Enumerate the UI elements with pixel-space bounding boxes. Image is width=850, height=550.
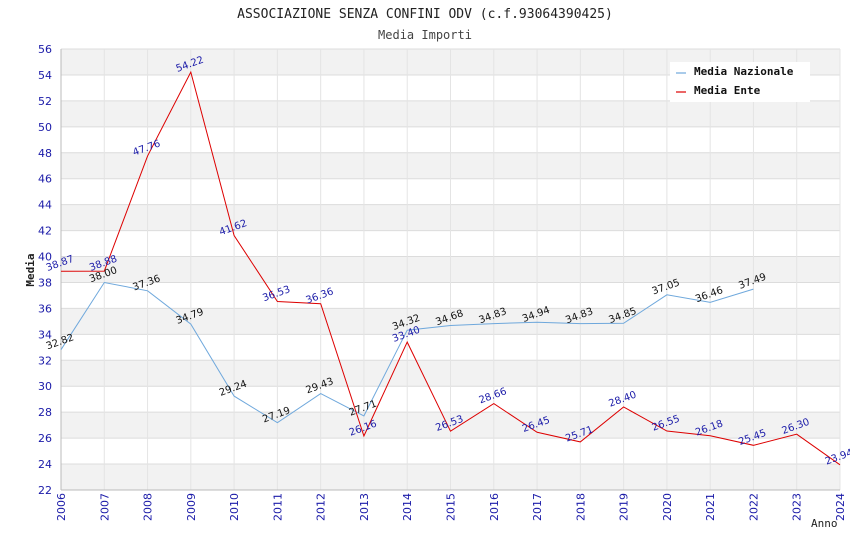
y-tick-label: 30 <box>38 380 52 393</box>
x-tick-label: 2017 <box>531 493 544 521</box>
x-tick-label: 2016 <box>488 493 501 521</box>
y-tick-label: 34 <box>38 328 52 341</box>
y-tick-label: 48 <box>38 147 52 160</box>
y-tick-label: 52 <box>38 95 52 108</box>
y-tick-label: 56 <box>38 43 52 56</box>
y-tick-label: 50 <box>38 121 52 134</box>
x-tick-label: 2021 <box>704 493 717 521</box>
x-tick-label: 2011 <box>271 493 284 521</box>
y-tick-label: 36 <box>38 302 52 315</box>
y-tick-label: 22 <box>38 484 52 497</box>
x-tick-label: 2008 <box>142 493 155 521</box>
y-tick-label: 40 <box>38 251 52 264</box>
x-tick-label: 2006 <box>55 493 68 521</box>
x-tick-label: 2012 <box>315 493 328 521</box>
y-axis-label: Media <box>24 253 37 286</box>
y-tick-label: 32 <box>38 354 52 367</box>
x-tick-label: 2007 <box>98 493 111 521</box>
legend-item-ente: Media Ente <box>694 84 761 97</box>
legend-item-nazionale: Media Nazionale <box>694 65 794 78</box>
x-tick-label: 2013 <box>358 493 371 521</box>
x-tick-label: 2022 <box>747 493 760 521</box>
series-line-media-nazionale <box>60 281 754 424</box>
y-tick-label: 54 <box>38 69 52 82</box>
x-tick-label: 2020 <box>661 493 674 521</box>
y-tick-label: 24 <box>38 458 52 471</box>
y-tick-label: 42 <box>38 225 52 238</box>
x-tick-label: 2023 <box>791 493 804 521</box>
chart-title: ASSOCIAZIONE SENZA CONFINI ODV (c.f.9306… <box>237 7 613 22</box>
x-tick-label: 2009 <box>185 493 198 521</box>
y-tick-label: 44 <box>38 199 52 212</box>
y-tick-label: 38 <box>38 276 52 289</box>
y-tick-label: 26 <box>38 432 52 445</box>
legend: Media Nazionale Media Ente <box>670 62 810 102</box>
chart-subtitle: Media Importi <box>378 28 472 42</box>
x-tick-label: 2019 <box>618 493 631 521</box>
series-line-media-ente <box>60 70 841 466</box>
x-tick-label: 2024 <box>834 493 847 521</box>
x-tick-label: 2015 <box>445 493 458 521</box>
y-tick-label: 28 <box>38 406 52 419</box>
legend-box <box>670 62 810 102</box>
x-axis-label: Anno <box>811 517 838 530</box>
y-axis-ticks: 22 24 26 28 30 32 34 36 38 40 42 44 46 48 50 52 54 56 <box>38 43 52 497</box>
x-tick-label: 2010 <box>228 493 241 521</box>
x-tick-label: 2014 <box>401 493 414 521</box>
series-lines <box>60 70 841 466</box>
x-tick-label: 2018 <box>574 493 587 521</box>
x-axis-ticks: 2006 2007 2008 2009 2010 2011 2012 2013 2014 2015… <box>55 493 847 521</box>
y-tick-label: 46 <box>38 173 52 186</box>
grid-lines <box>60 48 841 491</box>
